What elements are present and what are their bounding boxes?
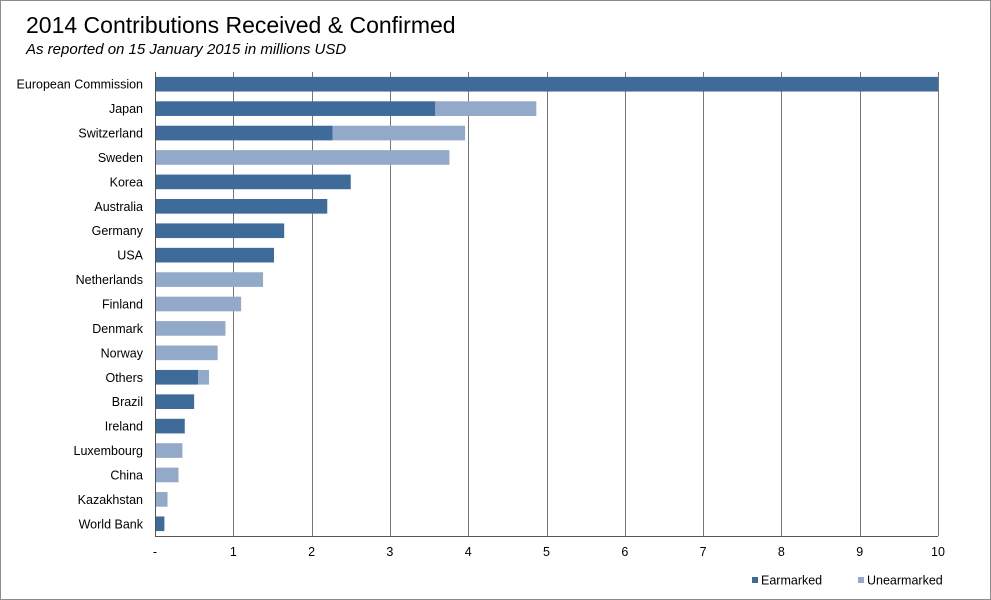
bar-earmarked-korea bbox=[155, 174, 351, 190]
category-label: Norway bbox=[101, 346, 144, 360]
bar-earmarked-germany bbox=[155, 223, 285, 239]
legend: Earmarked Unearmarked bbox=[752, 574, 943, 588]
x-tick-label: 7 bbox=[700, 545, 707, 559]
x-tick-label: 6 bbox=[621, 545, 628, 559]
bar-earmarked-usa bbox=[155, 247, 275, 263]
category-label: Ireland bbox=[105, 420, 143, 434]
x-tick-label: 4 bbox=[465, 545, 472, 559]
category-label: Denmark bbox=[92, 322, 143, 336]
bar-unearmarked-kazakhstan bbox=[155, 492, 168, 507]
x-tick-label: 8 bbox=[778, 545, 785, 559]
bar-unearmarked-china bbox=[155, 467, 179, 483]
category-label: USA bbox=[117, 249, 143, 263]
bar-unearmarked-others bbox=[198, 369, 210, 385]
x-tick-label: 2 bbox=[308, 545, 315, 559]
bar-earmarked-world-bank bbox=[155, 516, 165, 532]
x-tick-label: 1 bbox=[230, 545, 237, 559]
bar-unearmarked-japan bbox=[435, 101, 537, 116]
category-label: China bbox=[110, 468, 143, 482]
chart-title: 2014 Contributions Received & Confirmed bbox=[26, 12, 456, 38]
x-tick-label: 3 bbox=[386, 545, 393, 559]
bar-earmarked-brazil bbox=[155, 394, 195, 410]
bar-unearmarked-netherlands bbox=[155, 272, 264, 287]
bar-earmarked-ireland bbox=[155, 418, 185, 434]
bar-unearmarked-sweden bbox=[155, 150, 450, 165]
bar-earmarked-switzerland bbox=[155, 125, 333, 141]
category-label: Kazakhstan bbox=[78, 493, 143, 507]
category-label: Luxembourg bbox=[74, 444, 144, 458]
x-tick-label: - bbox=[153, 545, 157, 559]
legend-label-unearmarked: Unearmarked bbox=[867, 574, 943, 588]
x-tick-label: 10 bbox=[931, 545, 945, 559]
bar-unearmarked-luxembourg bbox=[155, 443, 183, 458]
category-label: Brazil bbox=[112, 395, 143, 409]
legend-label-earmarked: Earmarked bbox=[761, 574, 822, 588]
bar-unearmarked-finland bbox=[155, 296, 242, 312]
bar-earmarked-australia bbox=[155, 198, 328, 214]
bar-earmarked-european-commission bbox=[155, 76, 938, 92]
grid-lines bbox=[233, 72, 939, 536]
category-label: World Bank bbox=[79, 517, 144, 531]
category-label: Korea bbox=[110, 175, 143, 189]
category-label: Australia bbox=[94, 200, 143, 214]
category-label: Germany bbox=[92, 224, 144, 238]
bars bbox=[155, 76, 938, 532]
chart-subtitle: As reported on 15 January 2015 in millio… bbox=[26, 41, 347, 58]
x-tick-label: 9 bbox=[856, 545, 863, 559]
bar-earmarked-others bbox=[155, 369, 199, 385]
bar-unearmarked-switzerland bbox=[332, 125, 466, 141]
axes bbox=[155, 72, 938, 537]
category-label: Netherlands bbox=[76, 273, 143, 287]
legend-swatch-earmarked bbox=[752, 577, 758, 583]
category-labels: European Commission Japan Switzerland Swede… bbox=[17, 78, 144, 532]
category-label: European Commission bbox=[17, 78, 143, 92]
bar-unearmarked-denmark bbox=[155, 321, 226, 336]
bar-earmarked-japan bbox=[155, 101, 436, 116]
category-label: Sweden bbox=[98, 151, 143, 165]
legend-swatch-unearmarked bbox=[858, 577, 864, 583]
x-tick-labels: - 1 2 3 4 5 6 7 8 9 10 bbox=[153, 545, 945, 559]
category-label: Finland bbox=[102, 298, 143, 312]
bar-unearmarked-norway bbox=[155, 345, 218, 361]
x-tick-label: 5 bbox=[543, 545, 550, 559]
category-label: Japan bbox=[109, 102, 143, 116]
category-label: Switzerland bbox=[78, 127, 143, 141]
category-label: Others bbox=[105, 371, 143, 385]
